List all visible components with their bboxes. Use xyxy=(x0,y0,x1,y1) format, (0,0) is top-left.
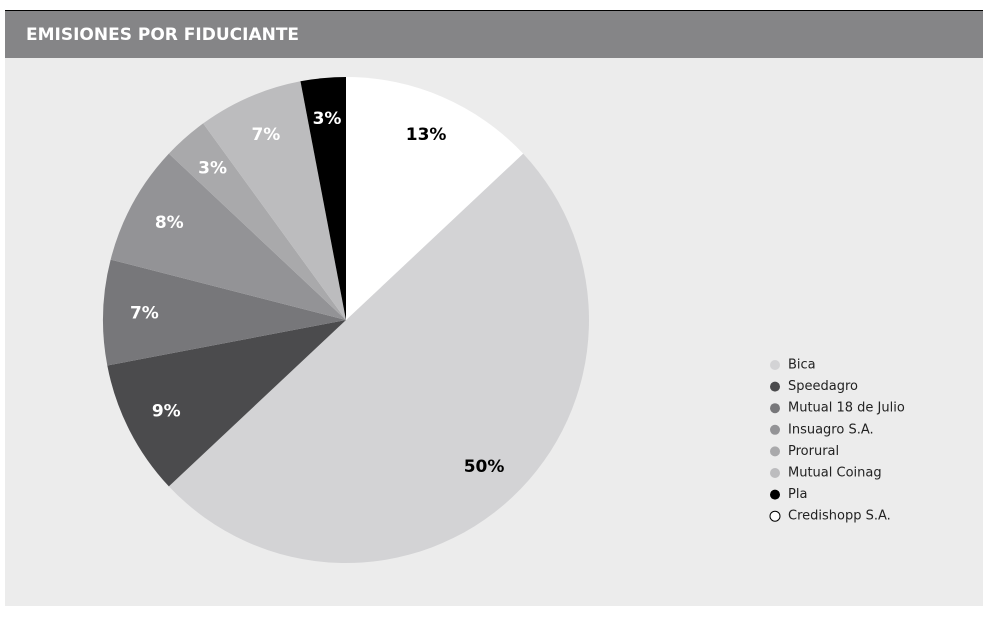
pie-slice xyxy=(110,153,346,320)
pie-slice xyxy=(168,123,346,320)
slice-label: 50% xyxy=(464,457,505,477)
legend-marker xyxy=(770,403,780,414)
legend-label: Pla xyxy=(788,487,807,502)
slice-label: 3% xyxy=(313,109,342,129)
legend-marker xyxy=(770,424,780,435)
pie-slice xyxy=(103,259,346,366)
pie-slice xyxy=(168,153,590,563)
legend-marker xyxy=(769,510,781,522)
legend-label: Credishopp S.A. xyxy=(788,509,891,524)
pie-slice xyxy=(203,81,346,320)
pie-slice xyxy=(107,320,346,487)
legend-marker xyxy=(770,489,780,500)
slice-label: 9% xyxy=(152,402,181,422)
legend-marker xyxy=(770,381,780,392)
legend-marker xyxy=(770,468,780,478)
slice-label: 7% xyxy=(251,125,280,145)
pie-slice xyxy=(300,77,346,320)
slice-label: 3% xyxy=(198,159,227,179)
slice-label: 13% xyxy=(406,125,447,145)
legend-label: Bica xyxy=(788,358,816,373)
legend-label: Mutual 18 de Julio xyxy=(788,401,905,416)
legend-marker xyxy=(770,360,780,370)
legend-label: Prorural xyxy=(788,444,839,459)
pie-slice xyxy=(346,77,524,320)
legend-label: Speedagro xyxy=(788,379,858,394)
legend-marker xyxy=(770,446,780,457)
chart-title: EMISIONES POR FIDUCIANTE xyxy=(26,25,299,45)
slice-label: 8% xyxy=(155,213,184,233)
legend-label: Insuagro S.A. xyxy=(788,422,874,437)
slice-label: 7% xyxy=(130,304,159,324)
header xyxy=(5,10,983,58)
legend-label: Mutual Coinag xyxy=(788,466,882,481)
